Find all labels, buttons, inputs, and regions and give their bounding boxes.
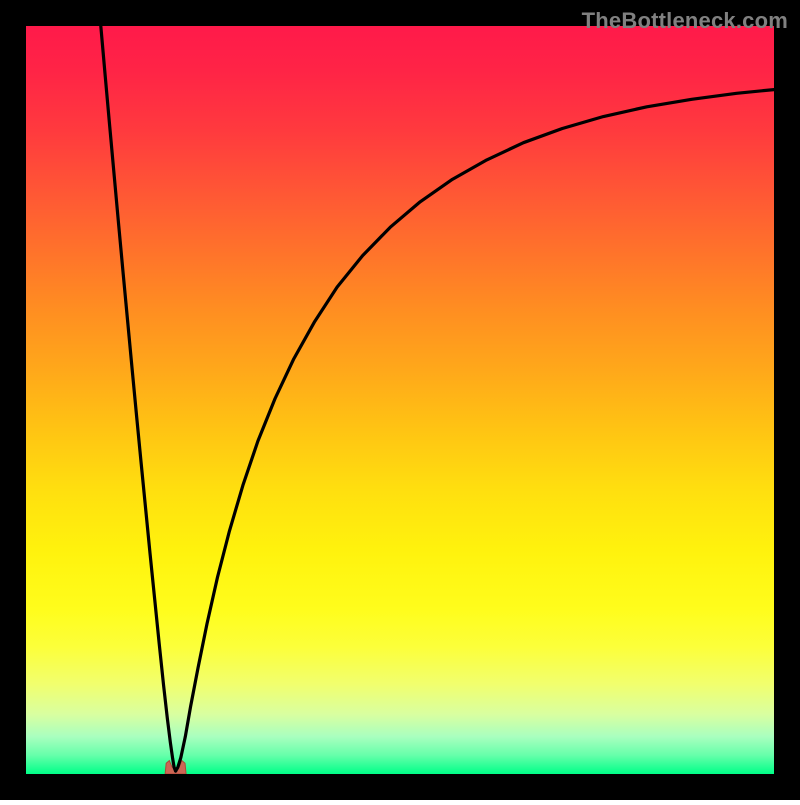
chart-svg [0, 0, 800, 800]
bottleneck-chart [0, 0, 800, 800]
chart-background [26, 26, 774, 774]
watermark-text: TheBottleneck.com [582, 8, 788, 34]
